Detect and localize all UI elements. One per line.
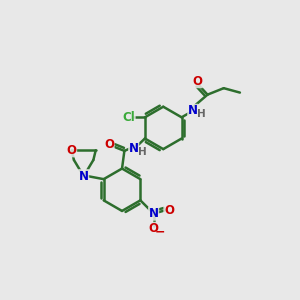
- Text: Cl: Cl: [122, 111, 135, 124]
- Text: −: −: [155, 226, 165, 239]
- Text: N: N: [188, 104, 198, 117]
- Text: H: H: [197, 110, 206, 119]
- Text: O: O: [148, 222, 159, 236]
- Text: O: O: [104, 138, 114, 151]
- Text: H: H: [138, 147, 146, 158]
- Text: N: N: [148, 207, 159, 220]
- Text: O: O: [192, 75, 202, 88]
- Text: O: O: [164, 204, 174, 217]
- Text: N: N: [129, 142, 139, 155]
- Text: N: N: [79, 170, 88, 183]
- Text: O: O: [67, 144, 76, 157]
